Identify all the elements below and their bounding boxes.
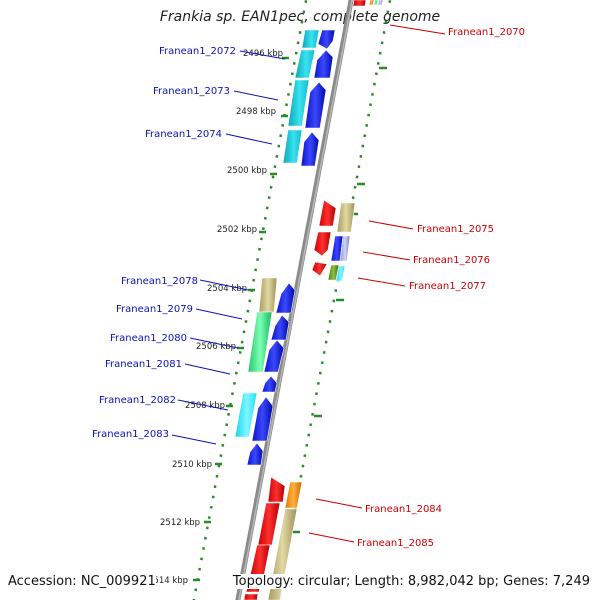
callout-line [389,24,446,35]
callout-line [357,277,406,287]
tick-label: 2498 kbp [236,107,276,117]
callout-line [225,133,273,145]
plus-strand-labels: Franean1_2070 Franean1_2075 Franean1_207… [357,27,525,549]
map-title: Frankia sp. EAN1pec, complete genome [159,9,441,25]
callout-line [362,251,411,261]
gene-feature-red [318,199,337,227]
gene-label: Franean1_2074 [145,129,222,140]
callout-line [184,363,231,375]
gene-feature-blue [275,282,296,314]
gene-label: Franean1_2070 [448,27,525,38]
tick-label: 2510 kbp [172,460,212,470]
callout-line [308,532,355,543]
gene-feature-red [311,261,328,277]
gene-feature-lavender [339,235,351,262]
gene-feature-tan [258,277,278,313]
gene-feature-red [243,593,259,600]
gene-label: Franean1_2075 [417,224,494,235]
callout-line [189,337,239,349]
genome-backbone-highlight [238,0,353,600]
tick-label: 2504 kbp [207,284,247,294]
minus-strand-labels: Franean1_2072 Franean1_2073 Franean1_207… [92,46,236,440]
gene-feature-orange [368,0,375,6]
callout-line [177,399,229,411]
gene-label: Franean1_2083 [92,429,169,440]
gene-feature-red [257,502,281,546]
gene-label: Franean1_2082 [99,395,176,406]
gene-feature-red [352,0,367,7]
tick-label: 2496 kbp [243,49,283,59]
gene-feature-blue [261,375,278,393]
gene-feature-red [249,544,271,577]
genome-summary-text: Topology: circular; Length: 8,982,042 bp… [232,574,590,589]
gene-feature-tan [336,202,356,233]
callout-line [171,434,217,445]
gene-feature-orange [284,481,303,509]
inner-dotted-ring [192,0,308,600]
gene-feature-blue [246,442,264,466]
plus-strand-callouts [308,24,446,543]
tick-marks [193,56,387,582]
gene-feature-blue [300,131,320,167]
callout-line [233,90,279,101]
tick-label: 2508 kbp [185,401,225,411]
gene-feature-cyan [301,29,320,49]
minus-strand-callouts [171,50,286,445]
callout-line [195,308,243,320]
tick-label: 2512 kbp [160,518,200,528]
genome-backbone [235,0,354,600]
gene-label: Franean1_2076 [413,255,490,266]
gene-feature-blue [304,81,327,129]
tick-labels: 2496 kbp 2498 kbp 2500 kbp 2502 kbp 2504… [148,49,283,586]
gene-feature-blue [251,396,274,442]
callout-line [368,220,414,230]
gene-feature-blue [270,314,290,341]
gene-feature-cyan [294,49,316,79]
gene-feature-red [267,476,286,503]
gene-feature-lavender [377,0,384,6]
gene-label: Franean1_2072 [159,46,236,57]
gene-feature-cyan [335,265,346,282]
tick-label: 2506 kbp [196,342,236,352]
callout-line [199,279,249,291]
gene-label: Franean1_2079 [116,304,193,315]
gene-label: Franean1_2084 [365,504,442,515]
accession-text: Accession: NC_009921 [8,574,156,589]
gene-label: Franean1_2081 [105,359,182,370]
gene-feature-blue [263,339,285,373]
gene-feature-blue [317,29,336,50]
tick-label: 2502 kbp [217,225,257,235]
gene-feature-cyan [282,129,303,164]
tick-label: 2514 kbp [148,576,188,586]
gene-feature-blue [313,49,334,79]
gene-feature-green [247,311,273,373]
gene-feature-cyan [287,79,310,127]
gene-label: Franean1_2085 [357,538,434,549]
gene-label: Franean1_2078 [121,276,198,287]
gene-label: Franean1_2073 [153,86,230,97]
gene-label: Franean1_2080 [110,333,187,344]
gene-feature-cyan-bright [234,392,258,438]
gene-feature-green [373,0,379,6]
tick-label: 2500 kbp [227,166,267,176]
callout-line [315,498,363,509]
callout-line [239,50,286,60]
gene-feature-red [313,231,332,257]
gene-label: Franean1_2077 [409,281,486,292]
